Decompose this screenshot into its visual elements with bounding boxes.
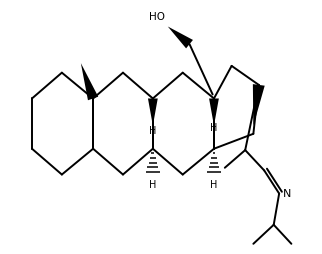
Polygon shape: [81, 63, 98, 100]
Text: H: H: [210, 180, 218, 190]
Text: H: H: [149, 180, 156, 190]
Text: N: N: [282, 188, 291, 199]
Text: HO: HO: [148, 12, 165, 22]
Text: H: H: [210, 123, 218, 133]
Text: H: H: [149, 126, 156, 136]
Polygon shape: [168, 26, 193, 48]
Polygon shape: [209, 99, 219, 126]
Polygon shape: [148, 99, 158, 126]
Polygon shape: [253, 84, 265, 126]
